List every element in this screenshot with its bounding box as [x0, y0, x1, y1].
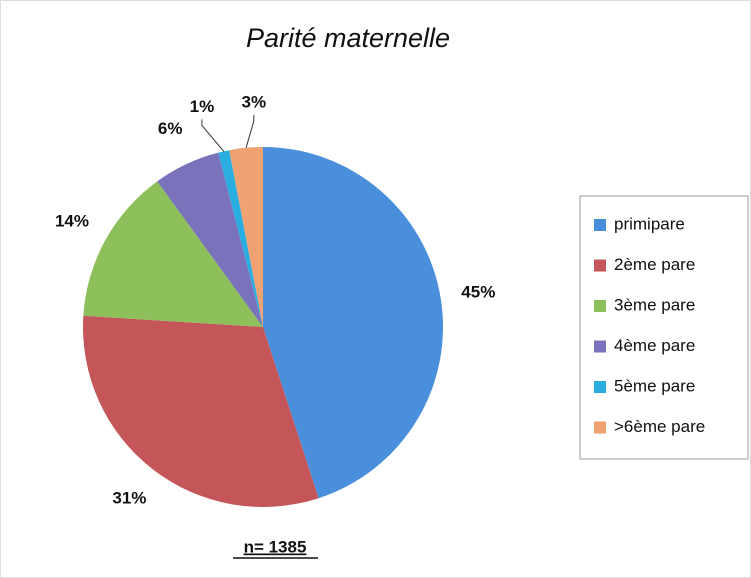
- pie-slice: [218, 150, 263, 327]
- legend-label: >6ème pare: [614, 417, 705, 436]
- pie-slice: [157, 152, 263, 327]
- legend-swatch: [594, 259, 606, 272]
- pie-slice: [263, 147, 444, 499]
- data-label: 31%: [112, 489, 146, 508]
- legend-swatch: [594, 219, 606, 231]
- legend-swatch: [594, 300, 606, 312]
- pie-slice: [83, 181, 263, 327]
- legend-label: 3ème pare: [614, 295, 695, 314]
- legend-label: 5ème pare: [614, 376, 695, 395]
- pie-slice: [82, 315, 319, 507]
- pie-slice: [229, 147, 263, 327]
- legend-swatch: [594, 340, 606, 353]
- data-label: 3%: [242, 92, 267, 111]
- data-label: 1%: [190, 97, 215, 116]
- data-label: 14%: [55, 211, 89, 230]
- data-label: 6%: [158, 119, 183, 138]
- annotation: n= 1385: [244, 537, 307, 556]
- legend-label: 4ème pare: [614, 336, 695, 355]
- legend-label: 2ème pare: [614, 255, 695, 274]
- data-label: 45%: [461, 282, 495, 301]
- chart-title: Parité maternelle: [246, 23, 450, 53]
- leader-line: [201, 119, 225, 152]
- legend-label: primipare: [614, 214, 685, 233]
- legend-swatch: [594, 381, 606, 393]
- legend-swatch: [594, 421, 606, 434]
- legend-box: [579, 195, 749, 460]
- leader-line: [245, 114, 255, 148]
